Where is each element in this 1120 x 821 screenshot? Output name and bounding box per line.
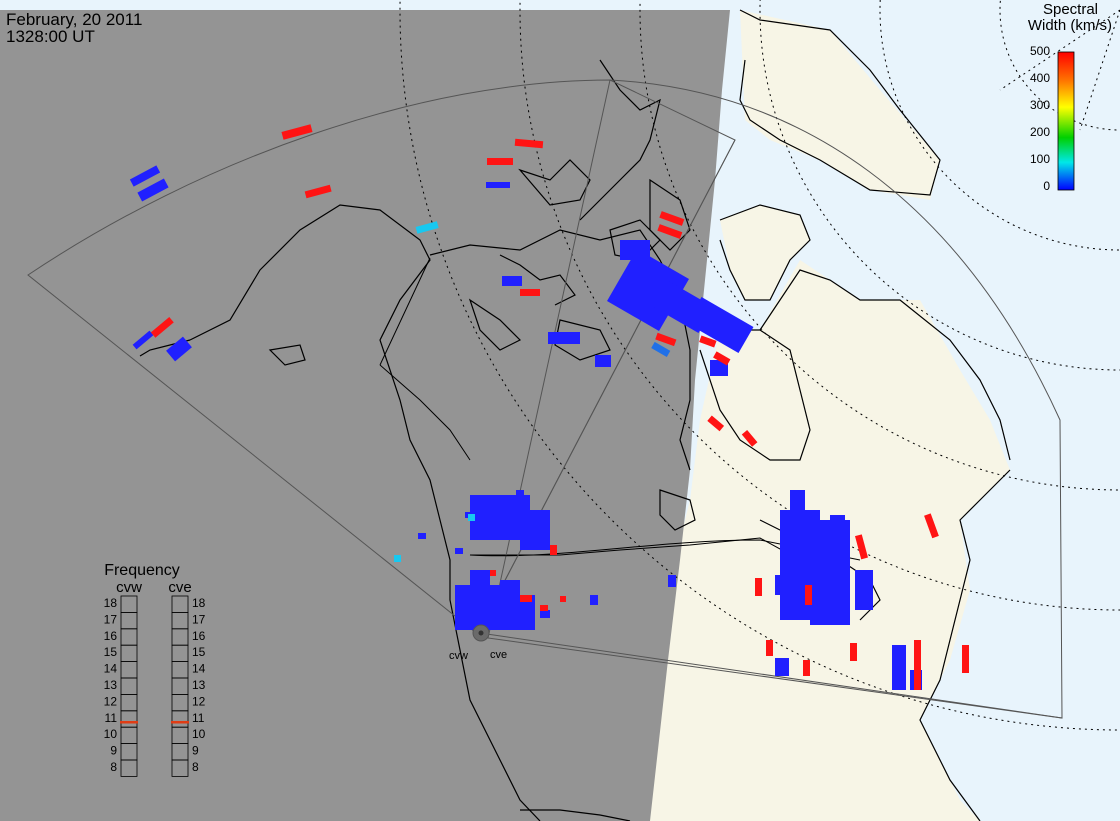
colorbar-tick: 400 (1030, 71, 1050, 85)
frequency-cell (120, 759, 138, 777)
frequency-title: Frequency (104, 562, 180, 579)
frequency-tick: 14 (192, 662, 206, 676)
frequency-tick: 12 (192, 694, 206, 708)
frequency-cell (171, 759, 189, 777)
echoes-low-width (129, 165, 922, 690)
radar-fov (27, 79, 1063, 719)
frequency-tick: 17 (192, 612, 206, 626)
date-label: February, 20 2011 (6, 10, 143, 29)
colorbar-gradient (1057, 51, 1075, 191)
frequency-column-label: cve (168, 579, 191, 596)
time-label: 1328:00 UT (6, 27, 95, 46)
frequency-tick: 9 (192, 744, 199, 758)
echoes-high-width (150, 124, 969, 690)
echoes-mid-width (394, 221, 475, 562)
radar-sites: cvw cve (449, 624, 507, 662)
frequency-tick: 10 (104, 727, 118, 741)
longitude-grid (999, 9, 1120, 131)
frequency-tick: 9 (110, 744, 117, 758)
frequency-tick: 14 (104, 662, 118, 676)
colorbar-tick: 200 (1030, 125, 1050, 139)
day-land-baffin (720, 205, 810, 300)
colorbar-tick: 0 (1043, 179, 1050, 193)
night-shade (0, 10, 730, 821)
colorbar-title-2: Width (km/s) (1028, 17, 1112, 34)
frequency-tick: 18 (192, 596, 206, 610)
colorbar-tick: 100 (1030, 152, 1050, 166)
frequency-tick: 8 (110, 760, 117, 774)
frequency-tick: 16 (104, 629, 118, 643)
day-land-greenland (740, 10, 940, 200)
frequency-tick: 10 (192, 727, 206, 741)
frequency-tick: 12 (104, 694, 118, 708)
frequency-tick: 13 (192, 678, 206, 692)
colorbar-tick: 500 (1030, 44, 1050, 58)
frequency-tick: 15 (104, 645, 118, 659)
frequency-column-label: cvw (116, 579, 142, 596)
colorbar-title-1: Spectral (1043, 1, 1098, 18)
frequency-tick: 11 (105, 711, 118, 725)
frequency-tick: 11 (192, 711, 205, 725)
station-label-cve: cve (490, 649, 507, 661)
colorbar[interactable]: Spectral Width (km/s) 500 400 300 200 10… (1028, 1, 1112, 193)
frequency-tick: 16 (192, 629, 206, 643)
frequency-panel: Frequency cvw cve 1817161514131211109818… (104, 562, 206, 777)
frequency-tick: 13 (104, 678, 118, 692)
frequency-tick: 18 (104, 596, 118, 610)
echoes-blue-accent (651, 341, 671, 357)
colorbar-tick: 300 (1030, 98, 1050, 112)
frequency-tick: 17 (104, 612, 118, 626)
station-label-cvw: cvw (449, 650, 468, 662)
frequency-tick: 15 (192, 645, 206, 659)
frequency-tick: 8 (192, 760, 199, 774)
frequency-scale: 18 17 16 15 14 13 12 11 10 9 8 18 17 16 15 14 13 12 11 10 9 8 (104, 595, 206, 777)
latitude-grid (399, 0, 1120, 731)
